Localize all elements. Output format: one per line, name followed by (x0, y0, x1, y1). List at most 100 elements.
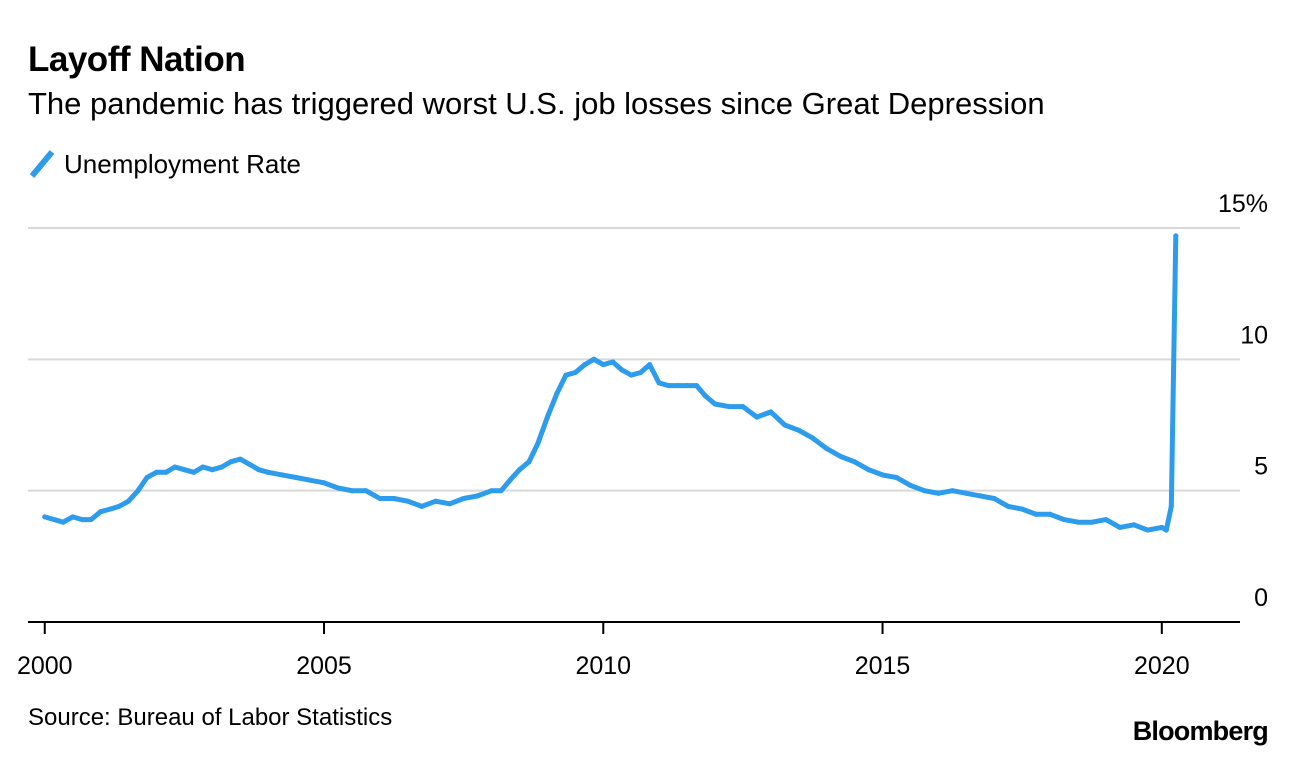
data-point (181, 467, 187, 473)
data-point (572, 370, 578, 375)
data-point (703, 393, 708, 399)
data-point (237, 456, 243, 462)
data-point (154, 469, 159, 475)
data-point (321, 480, 327, 486)
data-point (582, 362, 588, 368)
x-tick-label: 2010 (575, 652, 631, 680)
data-point (656, 380, 662, 386)
x-axis: 2000 2005 2010 2015 2020 (17, 621, 1240, 680)
data-point (852, 459, 858, 465)
data-point (666, 383, 672, 389)
data-point (1005, 503, 1011, 509)
data-point (1033, 511, 1039, 517)
legend: Unemployment Rate (28, 148, 301, 180)
data-point (908, 482, 913, 488)
data-point (1159, 524, 1165, 530)
data-point (51, 517, 57, 523)
data-point (754, 414, 760, 420)
source-note: Source: Bureau of Labor Statistics (28, 704, 393, 731)
data-point (433, 498, 439, 504)
data-point (880, 472, 885, 478)
data-point (200, 464, 206, 470)
data-point (507, 477, 513, 483)
data-point (866, 467, 872, 473)
data-point (768, 409, 774, 415)
data-point (1145, 527, 1151, 533)
data-point (544, 414, 550, 420)
series-layer (42, 233, 1179, 533)
gridlines (28, 227, 1240, 492)
data-point (935, 490, 941, 496)
data-point (684, 383, 690, 389)
data-point (1061, 517, 1067, 523)
data-point (1163, 527, 1169, 533)
x-tick-label: 2005 (296, 652, 352, 680)
data-point (279, 472, 285, 478)
data-point (191, 469, 197, 475)
data-point (796, 427, 802, 433)
data-point (144, 475, 150, 480)
y-tick-label: 10 (1240, 321, 1268, 349)
series-line-unemployment-rate (42, 233, 1179, 533)
data-point (1131, 522, 1137, 528)
y-tick-label: 5 (1254, 453, 1268, 481)
data-point (977, 493, 983, 499)
data-point (335, 485, 341, 491)
data-point (228, 459, 234, 465)
data-point (307, 477, 313, 483)
data-point (135, 488, 141, 494)
data-point (535, 440, 541, 446)
data-point (963, 490, 969, 496)
data-point (517, 467, 522, 473)
data-point (447, 501, 453, 507)
y-tick-label: 15% (1218, 190, 1268, 218)
x-tick-label: 2015 (855, 652, 911, 680)
data-point (116, 503, 122, 509)
data-point (293, 475, 299, 480)
y-axis-ticks: 15% 10 5 0 (1218, 190, 1268, 612)
data-point (247, 461, 253, 467)
data-point (1168, 503, 1174, 509)
data-point (363, 488, 369, 494)
data-point (824, 446, 830, 452)
data-point (60, 519, 66, 525)
data-point (349, 488, 355, 494)
legend-swatch-icon (29, 150, 55, 178)
data-point (163, 469, 169, 475)
data-point (126, 498, 131, 504)
data-point (256, 467, 262, 473)
data-point (554, 391, 560, 396)
data-point (610, 359, 616, 365)
data-point (740, 404, 746, 410)
data-point (419, 503, 425, 509)
data-point (79, 517, 85, 523)
data-point (1089, 519, 1095, 525)
data-point (42, 514, 48, 520)
data-point (1019, 506, 1025, 512)
data-point (70, 514, 76, 520)
data-point (98, 509, 104, 515)
data-point (489, 488, 495, 494)
legend-label: Unemployment Rate (64, 148, 301, 179)
data-point (712, 401, 718, 407)
data-point (991, 496, 997, 501)
data-point (265, 469, 271, 475)
data-point (619, 367, 625, 373)
chart-subtitle: The pandemic has triggered worst U.S. jo… (28, 86, 1045, 121)
x-tick-label: 2020 (1134, 652, 1190, 680)
data-point (107, 506, 113, 512)
data-point (172, 464, 178, 470)
data-point (526, 459, 532, 465)
data-point (219, 464, 225, 470)
data-point (1075, 519, 1081, 525)
data-point (405, 498, 411, 504)
data-point (1173, 233, 1179, 239)
data-point (894, 475, 899, 480)
data-point (391, 496, 397, 501)
data-point (461, 496, 467, 501)
data-point (647, 362, 653, 368)
data-point (628, 372, 634, 378)
data-point (949, 488, 955, 494)
data-point (675, 383, 681, 389)
